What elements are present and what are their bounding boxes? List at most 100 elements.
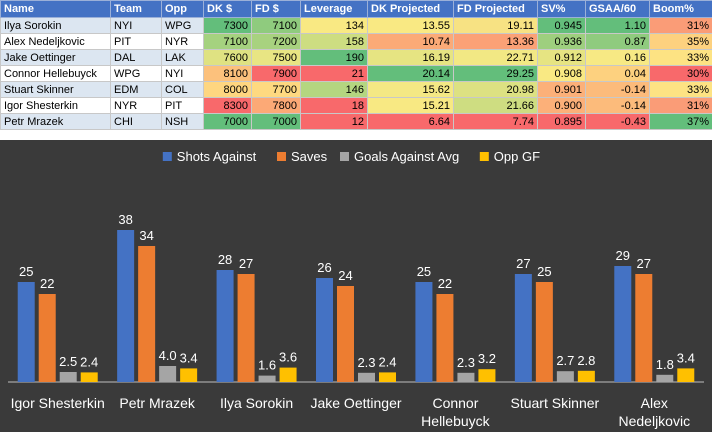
column-header[interactable]: DK $ [203,0,252,18]
table-cell: 7700 [251,81,301,98]
bar [535,282,553,382]
table-cell: WPG [161,17,204,34]
table-cell: 20.98 [453,81,538,98]
column-header[interactable]: Leverage [300,0,368,18]
table-cell: 8000 [203,81,252,98]
data-label: 28 [218,252,232,267]
data-label: 2.8 [577,353,595,368]
table-cell: 7900 [251,65,301,82]
table-cell: NYI [110,17,162,34]
category-label: Connor [432,395,478,411]
data-label: 2.4 [378,354,396,369]
legend-label: Opp GF [494,149,540,164]
table-cell: 7.74 [453,113,538,130]
data-label: 3.4 [180,350,198,365]
bar [38,294,56,382]
bar [436,294,454,382]
table-cell: Alex Nedeljkovic [0,33,111,50]
table-cell: 7100 [203,33,252,50]
column-header[interactable]: DK Projected [367,0,454,18]
table-cell: 0.895 [537,113,586,130]
table-cell: NYR [110,97,162,114]
data-label: 1.8 [656,357,674,372]
table-cell: 37% [649,113,712,130]
table-row: Connor Hellebuyck WPG NYI 8100 7900 21 20.14 29… [0,65,712,82]
category-label: Alex [641,395,668,411]
table-cell: 0.901 [537,81,586,98]
table-cell: 10.74 [367,33,454,50]
table-cell: 31% [649,17,712,34]
bar [258,375,276,382]
bar [17,282,35,382]
data-label: 24 [338,268,352,283]
column-header[interactable]: Name [0,0,111,18]
table-cell: Jake Oettinger [0,49,111,66]
data-label: 38 [118,212,132,227]
column-header[interactable]: SV% [537,0,586,18]
category-label: Jake Oettinger [310,395,401,411]
table-cell: 31% [649,97,712,114]
table-cell: 158 [300,33,368,50]
data-label: 4.0 [159,348,177,363]
table-body: Ilya Sorokin NYI WPG 7300 7100 134 13.55 19.11 0… [0,17,712,130]
table-row: Stuart Skinner EDM COL 8000 7700 146 15.62 20.9… [0,81,712,98]
table-cell: CHI [110,113,162,130]
data-label: 2.3 [357,355,375,370]
column-header[interactable]: GSAA/60 [585,0,650,18]
table-cell: 0.900 [537,97,586,114]
bar [138,246,156,382]
chart-panel: Shots Against Saves Goals Against Avg Opp G… [0,140,712,432]
table-cell: 0.04 [585,65,650,82]
bar [514,274,532,382]
bar [614,266,632,382]
column-header[interactable]: FD Projected [453,0,538,18]
table-row: Petr Mrazek CHI NSH 7000 7000 12 6.64 7.74 0.895… [0,113,712,130]
legend-label: Saves [291,149,328,164]
table-cell: 0.16 [585,49,650,66]
table-cell: 33% [649,49,712,66]
table-cell: 0.912 [537,49,586,66]
table-cell: 22.71 [453,49,538,66]
table-cell: 7000 [251,113,301,130]
goalie-stats-table: Name Team Opp DK $ FD $ Leverage DK Projected F… [0,0,712,130]
bar [415,282,433,382]
data-label: 34 [139,228,153,243]
data-label: 27 [637,256,651,271]
table-cell: Stuart Skinner [0,81,111,98]
table-cell: 29.25 [453,65,538,82]
legend-swatch [277,152,286,161]
bar [577,370,595,382]
table-cell: 7600 [203,49,252,66]
column-header[interactable]: FD $ [251,0,301,18]
table-cell: Ilya Sorokin [0,17,111,34]
table-cell: 6.64 [367,113,454,130]
data-label: 2.4 [80,354,98,369]
data-label: 2.7 [556,353,574,368]
data-label: 1.6 [258,358,276,373]
category-label: Nedeljkovic [618,413,690,429]
bar [117,230,135,382]
column-header[interactable]: Opp [161,0,204,18]
table-cell: 21 [300,65,368,82]
column-header[interactable]: Boom% [649,0,712,18]
table-cell: 15.21 [367,97,454,114]
table-cell: -0.14 [585,97,650,114]
table-cell: DAL [110,49,162,66]
column-header[interactable]: Team [110,0,162,18]
data-label: 27 [516,256,530,271]
bar [556,371,574,382]
data-label: 2.5 [59,354,77,369]
table-cell: 35% [649,33,712,50]
table-cell: EDM [110,81,162,98]
data-label: 26 [317,260,331,275]
data-label: 22 [438,276,452,291]
table-cell: 33% [649,81,712,98]
table-cell: NYI [161,65,204,82]
table-cell: Connor Hellebuyck [0,65,111,82]
table-cell: -0.43 [585,113,650,130]
category-label: Stuart Skinner [510,395,599,411]
bar [677,368,695,382]
table-cell: 13.55 [367,17,454,34]
table-cell: Petr Mrazek [0,113,111,130]
